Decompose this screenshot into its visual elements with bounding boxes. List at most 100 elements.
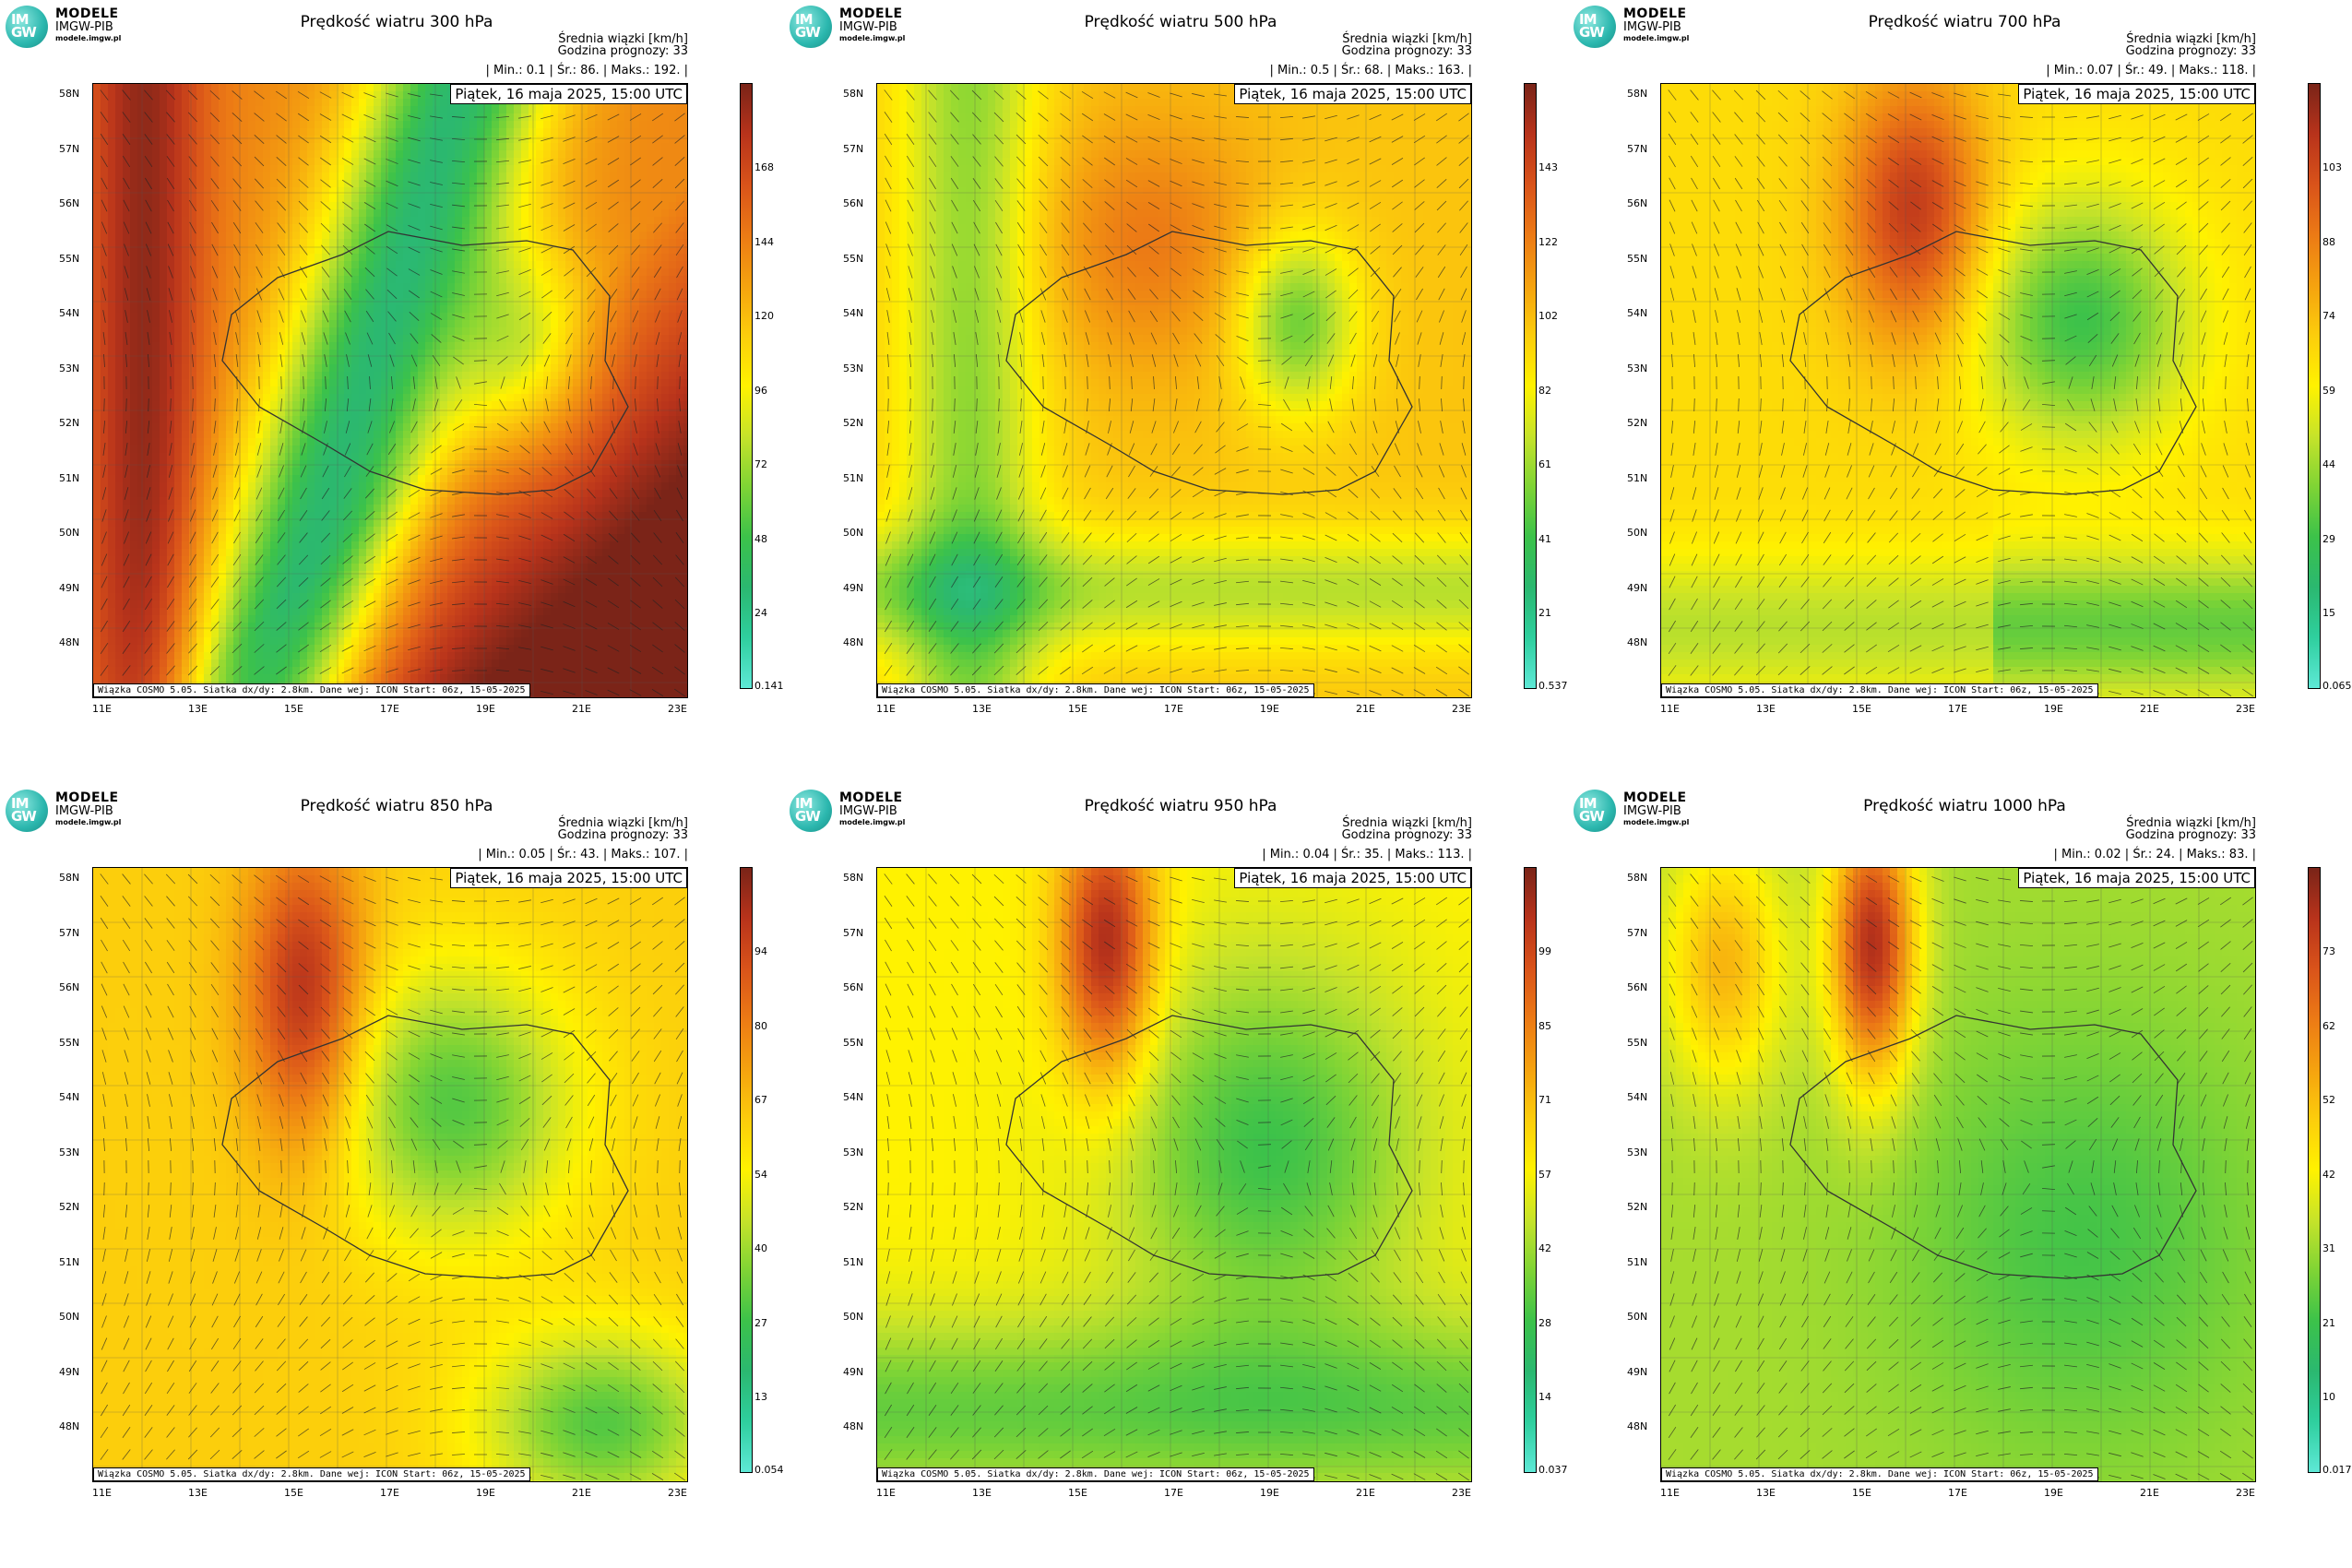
panel-info: Średnia wiązki [km/h] Godzina prognozy: …: [2126, 33, 2256, 57]
latitude-label: 56N: [59, 981, 79, 993]
longitude-label: 21E: [2140, 1487, 2159, 1499]
imgw-logo: IM GW MODELE IMGW-PIB modele.imgw.pl: [790, 6, 937, 50]
longitude-label: 19E: [2044, 1487, 2063, 1499]
info-forecast-hour: Godzina prognozy: 33: [2126, 45, 2256, 57]
colorbar-tick: 168: [754, 161, 774, 173]
panel-info: Średnia wiązki [km/h] Godzina prognozy: …: [558, 817, 688, 841]
latitude-label: 50N: [59, 527, 79, 539]
longitude-label: 15E: [1852, 703, 1871, 715]
latitude-label: 51N: [59, 472, 79, 484]
latitude-label: 55N: [59, 253, 79, 265]
longitude-label: 23E: [1452, 1487, 1471, 1499]
colorbar-tick: 31: [2322, 1242, 2335, 1254]
longitude-label: 19E: [1260, 703, 1279, 715]
colorbar-tick: 0.141: [754, 680, 784, 692]
longitude-label: 11E: [92, 703, 112, 715]
logo-line1: MODELE: [55, 7, 121, 21]
latitude-label: 50N: [843, 1311, 863, 1323]
latitude-label: 57N: [843, 143, 863, 155]
latitude-label: 53N: [843, 1146, 863, 1158]
latitude-label: 55N: [843, 253, 863, 265]
latitude-label: 51N: [1627, 1256, 1647, 1268]
colorbar-tick: 73: [2322, 945, 2335, 957]
wind-speed-map: Piątek, 16 maja 2025, 15:00 UTC Wiązka C…: [876, 867, 1472, 1482]
wind-speed-map: Piątek, 16 maja 2025, 15:00 UTC Wiązka C…: [92, 83, 688, 698]
colorbar-tick: 122: [1538, 236, 1558, 248]
latitude-label: 48N: [843, 636, 863, 648]
colorbar-tick: 21: [2322, 1317, 2335, 1329]
colorbar-tick: 144: [754, 236, 774, 248]
panel-stats: | Min.: 0.02 | Śr.: 24. | Maks.: 83. |: [2054, 848, 2257, 861]
longitude-label: 15E: [1068, 1487, 1087, 1499]
panel-info: Średnia wiązki [km/h] Godzina prognozy: …: [2126, 817, 2256, 841]
latitude-label: 54N: [59, 307, 79, 319]
latitude-label: 52N: [843, 1201, 863, 1213]
colorbar-tick: 28: [1538, 1317, 1551, 1329]
longitude-label: 21E: [1356, 703, 1375, 715]
longitude-label: 15E: [284, 703, 303, 715]
latitude-label: 48N: [1627, 1420, 1647, 1432]
panel-title: Prędkość wiatru 950 hPa: [1024, 797, 1337, 815]
latitude-label: 51N: [843, 1256, 863, 1268]
panel-title: Prędkość wiatru 300 hPa: [240, 13, 553, 31]
latitude-label: 55N: [1627, 253, 1647, 265]
imgw-logo-mark: IM GW: [790, 790, 832, 832]
map-panel-300hpa: IM GW MODELE IMGW-PIB modele.imgw.pl Prę…: [0, 0, 784, 784]
model-info-footer: Wiązka COSMO 5.05. Siatka dx/dy: 2.8km. …: [1661, 1467, 2098, 1481]
panel-stats: | Min.: 0.05 | Śr.: 43. | Maks.: 107. |: [478, 848, 688, 861]
longitude-label: 13E: [1756, 1487, 1776, 1499]
panel-info: Średnia wiązki [km/h] Godzina prognozy: …: [1342, 33, 1472, 57]
imgw-logo-mark: IM GW: [1574, 6, 1616, 48]
colorbar-tick: 62: [2322, 1020, 2335, 1032]
colorbar-tick: 67: [754, 1094, 767, 1106]
longitude-label: 15E: [1852, 1487, 1871, 1499]
info-forecast-hour: Godzina prognozy: 33: [1342, 829, 1472, 841]
imgw-logo: IM GW MODELE IMGW-PIB modele.imgw.pl: [1574, 790, 1721, 834]
colorbar-tick: 103: [2322, 161, 2342, 173]
colorbar-tick: 0.537: [1538, 680, 1568, 692]
longitude-label: 19E: [476, 1487, 495, 1499]
colorbar-tick: 61: [1538, 458, 1551, 470]
longitude-label: 23E: [668, 1487, 687, 1499]
logo-line1: MODELE: [839, 791, 905, 805]
colorbar-tick: 15: [2322, 607, 2335, 619]
latitude-label: 48N: [59, 636, 79, 648]
longitude-label: 21E: [572, 703, 591, 715]
logo-url: modele.imgw.pl: [1623, 818, 1689, 827]
info-units: Średnia wiązki [km/h]: [1342, 33, 1472, 45]
longitude-label: 17E: [380, 1487, 399, 1499]
longitude-label: 23E: [668, 703, 687, 715]
longitude-label: 19E: [476, 703, 495, 715]
latitude-label: 56N: [843, 197, 863, 209]
latitude-label: 49N: [843, 582, 863, 594]
colorbar: [2308, 867, 2321, 1473]
latitude-label: 58N: [843, 872, 863, 884]
latitude-label: 57N: [1627, 143, 1647, 155]
model-info-footer: Wiązka COSMO 5.05. Siatka dx/dy: 2.8km. …: [877, 1467, 1314, 1481]
colorbar-tick: 85: [1538, 1020, 1551, 1032]
longitude-label: 13E: [972, 1487, 992, 1499]
latitude-label: 52N: [59, 417, 79, 429]
logo-line2: IMGW-PIB: [55, 805, 121, 818]
info-forecast-hour: Godzina prognozy: 33: [558, 829, 688, 841]
colorbar-tick: 99: [1538, 945, 1551, 957]
panel-info: Średnia wiązki [km/h] Godzina prognozy: …: [558, 33, 688, 57]
map-panel-700hpa: IM GW MODELE IMGW-PIB modele.imgw.pl Prę…: [1568, 0, 2352, 784]
longitude-label: 13E: [188, 1487, 208, 1499]
colorbar-tick: 42: [1538, 1242, 1551, 1254]
latitude-label: 56N: [59, 197, 79, 209]
longitude-label: 17E: [1164, 1487, 1183, 1499]
model-info-footer: Wiązka COSMO 5.05. Siatka dx/dy: 2.8km. …: [93, 683, 530, 697]
longitude-label: 11E: [876, 703, 896, 715]
longitude-label: 11E: [1660, 703, 1680, 715]
latitude-label: 57N: [843, 927, 863, 939]
colorbar-tick: 71: [1538, 1094, 1551, 1106]
colorbar-tick: 74: [2322, 310, 2335, 322]
latitude-label: 51N: [59, 1256, 79, 1268]
colorbar-tick: 0.065: [2322, 680, 2352, 692]
longitude-label: 21E: [572, 1487, 591, 1499]
map-panel-500hpa: IM GW MODELE IMGW-PIB modele.imgw.pl Prę…: [784, 0, 1568, 784]
imgw-logo-mark: IM GW: [790, 6, 832, 48]
latitude-label: 54N: [843, 307, 863, 319]
wind-speed-map: Piątek, 16 maja 2025, 15:00 UTC Wiązka C…: [876, 83, 1472, 698]
